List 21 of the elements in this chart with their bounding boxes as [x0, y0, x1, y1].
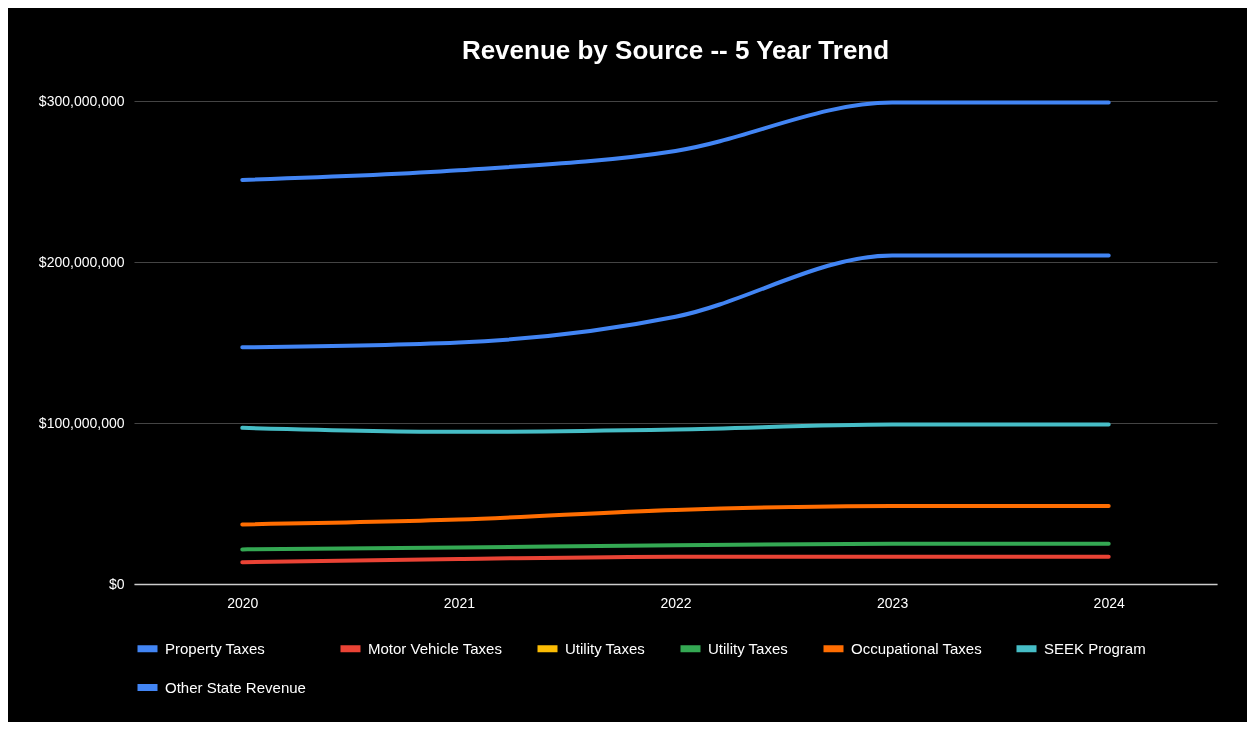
legend-label: Utility Taxes: [565, 639, 645, 657]
y-tick-label: $0: [108, 575, 125, 592]
y-tick-label: $200,000,000: [38, 253, 125, 270]
line-series: [240, 253, 1111, 350]
legend-label: Utility Taxes: [708, 639, 788, 657]
legend-label: Other State Revenue: [165, 678, 306, 696]
x-tick-label: 2022: [660, 594, 692, 611]
y-tick-label: $300,000,000: [38, 92, 125, 109]
x-tick-label: 2024: [1093, 594, 1125, 611]
line-series: [240, 503, 1111, 527]
line-series: [240, 100, 1111, 182]
x-tick-label: 2020: [227, 594, 259, 611]
legend-label: SEEK Program: [1044, 639, 1146, 657]
x-tick-label: 2021: [443, 594, 476, 611]
legend-label: Property Taxes: [165, 639, 265, 657]
chart-title: Revenue by Source -- 5 Year Trend: [461, 35, 890, 65]
line-series: [240, 422, 1111, 434]
legend-label: Motor Vehicle Taxes: [368, 639, 502, 657]
x-tick-label: 2023: [877, 594, 909, 611]
legend-label: Occupational Taxes: [851, 639, 982, 657]
y-tick-label: $100,000,000: [38, 414, 125, 431]
